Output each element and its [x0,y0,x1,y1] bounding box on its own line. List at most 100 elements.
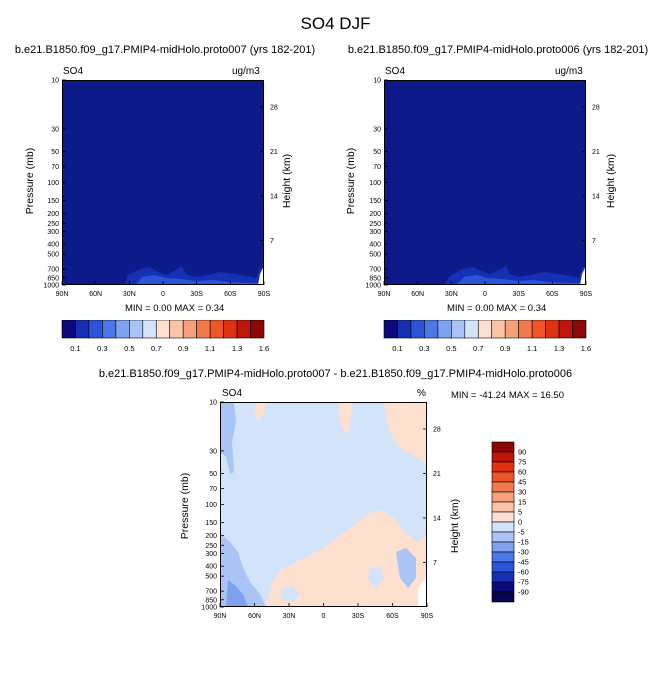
panel3-negative-contour-surface [226,580,248,607]
y-tick-label: 150 [47,198,59,205]
y-tick-label: 300 [369,229,381,236]
colorbar-label: 0.5 [124,344,134,353]
panel3-min-max-text: MIN = -41.24 MAX = 16.50 [451,390,565,401]
height-tick-label: 28 [592,104,600,111]
height-tick-label: 21 [270,149,278,156]
colorbar-label: 60 [518,468,526,477]
colorbar-label: 15 [518,498,526,507]
panel3-terrain-mask [418,578,427,607]
x-tick-label: 30S [352,613,365,620]
colorbar-swatch [491,491,515,503]
colorbar-swatch [236,320,251,339]
panel1-contour-field [62,80,264,285]
y-tick-label: 100 [369,180,381,187]
figure-title: SO4 DJF [300,14,371,33]
y-tick-label: 10 [373,78,381,85]
x-tick-label: 60S [546,291,559,298]
panel2-surface-contour [456,275,586,285]
y-tick-label: 30 [51,126,59,133]
height-tick-label: 7 [270,238,274,245]
y-tick-label: 250 [47,221,59,228]
y-tick-label: 400 [205,564,217,571]
colorbar-swatch [491,521,515,533]
height-tick-label: 14 [433,515,441,522]
y-tick-label: 700 [369,267,381,274]
colorbar-label: -75 [518,578,529,587]
y-tick-label: 500 [205,574,217,581]
y-tick-label: 70 [209,486,217,493]
height-tick-label: 7 [433,560,437,567]
colorbar-label: 0.9 [178,344,188,353]
x-tick-label: 90N [56,291,69,298]
colorbar-label: 30 [518,488,526,497]
panel3-positive-contour-upper-b [338,402,352,436]
colorbar-swatch [545,320,560,339]
y-tick-label: 700 [47,267,59,274]
x-tick-label: 60S [224,291,237,298]
x-tick-label: 60N [411,291,424,298]
x-tick-label: 60S [386,613,399,620]
colorbar-swatch [491,481,515,493]
colorbar-label: -30 [518,548,529,557]
y-tick-label: 1000 [201,605,217,612]
x-tick-label: 60N [89,291,102,298]
colorbar-swatch [451,320,466,339]
colorbar-label: 1.6 [581,344,591,353]
colorbar-swatch [558,320,573,339]
x-tick-label: 0 [161,291,165,298]
y-tick-label: 850 [369,275,381,282]
colorbar-label: 5 [518,508,522,517]
colorbar-swatch [491,441,515,453]
y-tick-label: 200 [369,211,381,218]
colorbar-label: 0.1 [70,344,80,353]
colorbar-label: -90 [518,588,529,597]
height-tick-label: 28 [270,104,278,111]
height-tick-label: 28 [433,426,441,433]
y-tick-label: 50 [209,471,217,478]
panel2-title: b.e21.B1850.f09_g17.PMIP4-midHolo.proto0… [347,44,649,56]
x-tick-label: 60N [248,613,261,620]
y-tick-label: 850 [47,275,59,282]
height-tick-label: 14 [270,193,278,200]
y-tick-label: 1000 [43,283,59,290]
x-tick-label: 0 [483,291,487,298]
x-tick-label: 30N [123,291,136,298]
colorbar-swatch [209,320,224,339]
colorbar-swatch [504,320,519,339]
colorbar-swatch [491,501,515,513]
panel3-neutral-contour-lower-mid [280,586,300,602]
panel3-negative-contour-upper-left [220,402,236,474]
y-tick-label: 700 [205,589,217,596]
panel2-units-label: ug/m3 [555,66,583,77]
panel2-terrain-mask [580,266,586,285]
y-tick-label: 70 [51,164,59,171]
y-tick-label: 400 [47,242,59,249]
colorbar-label: 1.3 [554,344,564,353]
y-tick-label: 500 [47,252,59,259]
panel1-axis-ticks: 103050701001502002503004005007008501000 … [43,78,278,299]
colorbar-swatch [491,451,515,463]
colorbar-swatch [61,320,76,339]
x-tick-label: 30N [445,291,458,298]
panel2-colorbar: 0.1 0.3 0.5 0.7 0.9 1.1 1.3 1.6 [383,320,591,353]
x-tick-label: 0 [322,613,326,620]
y-tick-label: 10 [51,78,59,85]
y-tick-label: 200 [205,533,217,540]
y-tick-label: 1000 [365,283,381,290]
colorbar-swatch [491,551,515,563]
colorbar-swatch [518,320,533,339]
panel2-min-max-text: MIN = 0.00 MAX = 0.34 [447,303,547,314]
panel1-variable-label: SO4 [63,66,84,77]
y-tick-label: 50 [373,149,381,156]
colorbar-label: 1.6 [259,344,269,353]
colorbar-label: -45 [518,558,529,567]
colorbar-swatch [491,591,515,603]
colorbar-swatch [383,320,398,339]
panel3-units-label: % [417,388,426,399]
y-tick-label: 100 [205,502,217,509]
colorbar-swatch [491,511,515,523]
panel1-field-background [62,80,264,285]
colorbar-swatch [531,320,546,339]
panel3-positive-contour-lower [266,510,427,607]
y-tick-label: 500 [369,252,381,259]
